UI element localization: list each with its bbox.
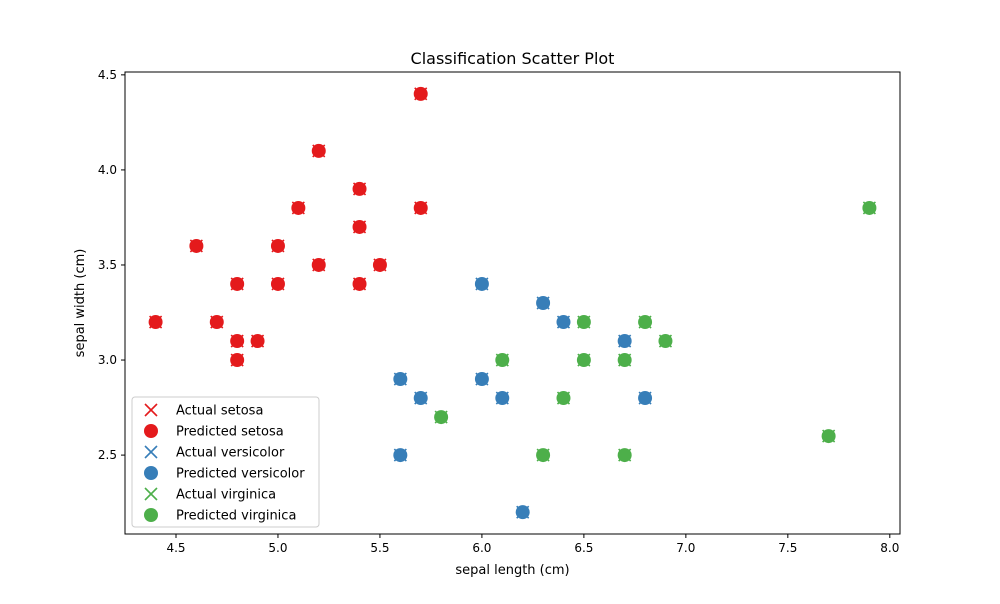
predicted-versicolor-point (617, 334, 632, 349)
legend-box (131, 396, 320, 528)
predicted-versicolor-point (556, 315, 571, 330)
axis-ticks: 4.5 5.0 5.5 6.0 6.5 7.0 7.5 8.0 2.5 3.0 3.5 4.0 4.5 (98, 68, 899, 555)
y-axis-label: sepal width (cm) (73, 249, 88, 358)
legend-label: Predicted setosa (176, 425, 284, 440)
legend-label: Actual setosa (176, 404, 263, 419)
legend-marker-cross (144, 403, 158, 417)
predicted-versicolor-point (393, 448, 408, 463)
predicted-setosa-point (270, 238, 285, 253)
predicted-virginica-point (821, 429, 836, 444)
y-tick-label: 3.0 (98, 353, 117, 367)
x-tick-label: 4.5 (166, 541, 185, 555)
predicted-versicolor-point (638, 391, 653, 406)
x-tick-label: 8.0 (880, 541, 899, 555)
legend-label: Actual versicolor (176, 446, 285, 461)
predicted-setosa-point (189, 238, 204, 253)
legend-label: Predicted virginica (176, 509, 296, 524)
predicted-setosa-point (270, 276, 285, 291)
predicted-virginica-point (617, 353, 632, 368)
predicted-setosa-point (413, 200, 428, 215)
predicted-virginica-point (658, 334, 673, 349)
predicted-setosa-point (352, 219, 367, 234)
predicted-setosa-point (230, 334, 245, 349)
legend-marker-cross (144, 487, 158, 501)
predicted-setosa-point (413, 86, 428, 101)
predicted-versicolor-point (413, 391, 428, 406)
predicted-versicolor-point (495, 391, 510, 406)
y-tick-label: 4.0 (98, 163, 117, 177)
predicted-setosa-point (148, 315, 163, 330)
predicted-virginica-point (434, 410, 449, 425)
x-tick-label: 7.5 (778, 541, 797, 555)
predicted-setosa-point (311, 143, 326, 158)
predicted-setosa-point (230, 276, 245, 291)
predicted-versicolor-point (474, 276, 489, 291)
predicted-virginica-point (556, 391, 571, 406)
legend-marker-dot (144, 424, 158, 438)
x-tick-label: 6.0 (472, 541, 491, 555)
predicted-virginica-point (576, 353, 591, 368)
predicted-setosa-point (209, 315, 224, 330)
data-points (148, 86, 877, 520)
predicted-setosa-point (230, 353, 245, 368)
predicted-versicolor-point (515, 505, 530, 520)
predicted-setosa-point (352, 181, 367, 196)
legend-marker-cross (144, 445, 158, 459)
predicted-setosa-point (352, 276, 367, 291)
predicted-virginica-point (536, 448, 551, 463)
predicted-versicolor-point (536, 296, 551, 310)
x-tick-label: 5.5 (370, 541, 389, 555)
predicted-virginica-point (638, 315, 653, 330)
legend-label: Predicted versicolor (176, 467, 305, 482)
predicted-setosa-point (311, 257, 326, 272)
predicted-versicolor-point (393, 372, 408, 387)
predicted-versicolor-point (474, 372, 489, 387)
x-axis-label: sepal length (cm) (455, 563, 569, 578)
predicted-setosa-point (250, 334, 265, 349)
legend: Actual setosa Predicted setosa Actual vers… (131, 396, 320, 528)
plot-area-frame (124, 71, 901, 535)
predicted-virginica-point (862, 200, 877, 215)
x-tick-label: 7.0 (676, 541, 695, 555)
x-tick-label: 6.5 (574, 541, 593, 555)
y-tick-label: 2.5 (98, 448, 117, 462)
predicted-virginica-point (576, 315, 591, 330)
predicted-virginica-point (617, 448, 632, 463)
predicted-setosa-point (372, 257, 387, 272)
legend-marker-dot (144, 508, 158, 522)
legend-label: Actual virginica (176, 488, 276, 503)
x-tick-label: 5.0 (268, 541, 287, 555)
legend-marker-dot (144, 466, 158, 480)
chart-title: Classification Scatter Plot (411, 49, 615, 68)
predicted-virginica-point (495, 353, 510, 368)
y-tick-label: 4.5 (98, 68, 117, 82)
y-tick-label: 3.5 (98, 258, 117, 272)
predicted-setosa-point (291, 200, 306, 215)
